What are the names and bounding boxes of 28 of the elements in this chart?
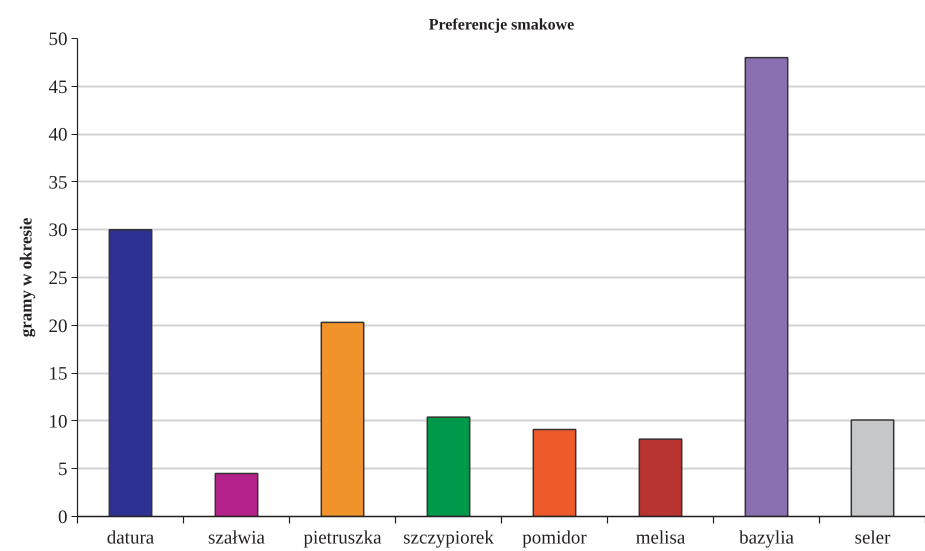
y-tick-label: 50 <box>48 29 68 50</box>
bar <box>108 228 152 516</box>
bar <box>638 438 682 516</box>
x-tick-label: datura <box>106 528 155 548</box>
y-tick-label: 10 <box>48 411 68 432</box>
y-tick-label: 20 <box>48 316 68 337</box>
x-tick-label: seler <box>854 528 892 548</box>
bar <box>214 472 258 516</box>
y-tick-label: 45 <box>48 76 68 98</box>
y-tick-label: 25 <box>48 268 68 289</box>
y-tick-label: 35 <box>48 172 68 194</box>
y-tick-label: 15 <box>48 364 68 385</box>
x-tick-label: pomidor <box>522 528 588 548</box>
x-tick-label: szczypiorek <box>403 528 494 548</box>
bar <box>426 416 470 516</box>
bar <box>320 322 364 516</box>
y-tick-label: 30 <box>48 220 68 242</box>
y-tick-label: 40 <box>48 124 68 146</box>
y-tick-label: 5 <box>58 459 68 480</box>
bar <box>532 428 576 516</box>
chart-title: Preferencje smakowe <box>428 16 574 34</box>
bar <box>744 56 788 516</box>
y-tick-label: 0 <box>58 507 68 528</box>
x-tick-label: bazylia <box>739 528 794 548</box>
x-tick-label: szałwia <box>208 528 266 548</box>
y-axis-title: gramy w okresie <box>16 217 36 338</box>
x-tick-label: pietruszka <box>303 528 382 548</box>
x-tick-label: melisa <box>636 528 686 548</box>
